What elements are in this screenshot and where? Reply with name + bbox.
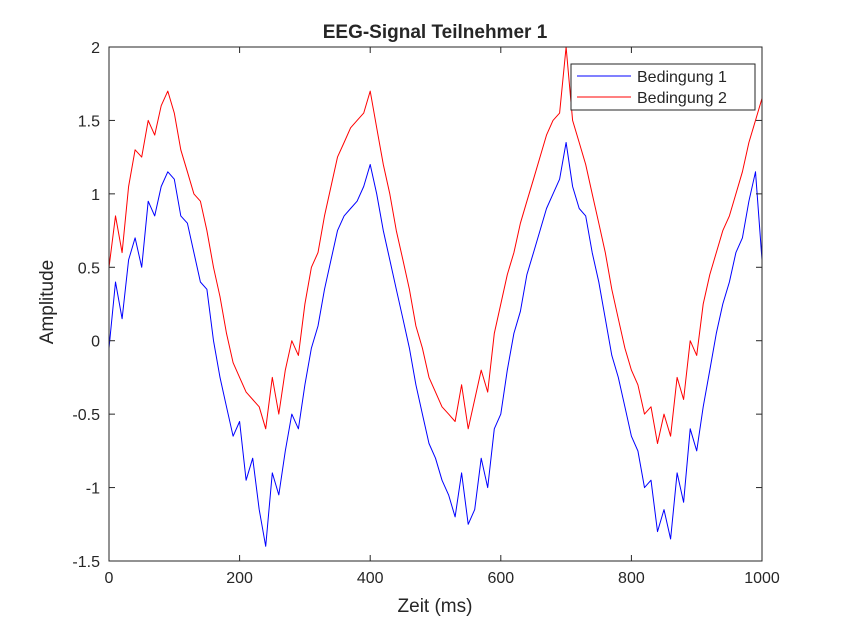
legend-label-2: Bedingung 2: [637, 90, 727, 107]
x-tick-label: 800: [618, 570, 645, 587]
y-tick-label: -0.5: [72, 407, 100, 424]
y-tick-label: 0.5: [78, 260, 100, 277]
y-tick-label: 0: [91, 334, 100, 351]
y-tick-label: 2: [91, 40, 100, 57]
legend-box: [570, 63, 756, 111]
y-axis-label: Amplitude: [37, 260, 58, 345]
x-tick-label: 600: [487, 570, 514, 587]
x-tick-label: 0: [105, 570, 114, 587]
x-tick-label: 1000: [744, 570, 780, 587]
series-line-1: [108, 142, 763, 547]
chart-title: EEG-Signal Teilnehmer 1: [323, 22, 548, 43]
plot-area: 0 200 400 600 800 1000 -1.5 -1 -0.5 0 0.5 1 1.5 2 Bedi…: [72, 40, 779, 587]
y-tick-label: -1: [86, 481, 100, 498]
x-tick-label: 400: [357, 570, 384, 587]
axes-box: [108, 46, 763, 562]
x-axis-label: Zeit (ms): [398, 596, 473, 617]
y-tick-label: -1.5: [72, 554, 100, 571]
y-tick-label: 1: [91, 187, 100, 204]
legend-label-1: Bedingung 1: [637, 69, 727, 86]
x-tick-label: 200: [226, 570, 253, 587]
series-line-2: [108, 46, 763, 444]
plot-background: [109, 47, 762, 561]
y-tick-label: 1.5: [78, 113, 100, 130]
